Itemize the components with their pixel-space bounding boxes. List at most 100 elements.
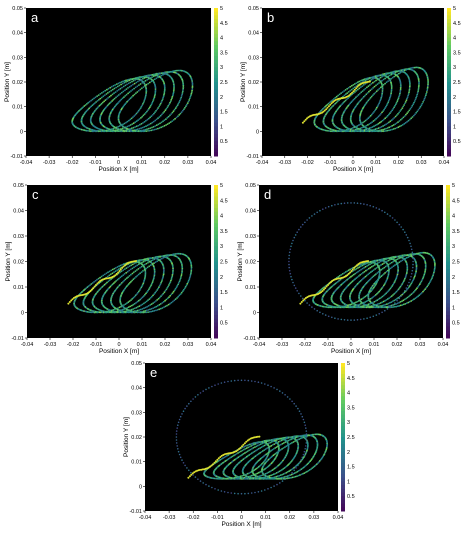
y-tick-label: 0.01: [13, 285, 24, 291]
data-point: [412, 260, 414, 263]
data-point: [112, 98, 115, 101]
data-point: [331, 99, 334, 102]
data-point: [122, 80, 124, 83]
data-point: [319, 311, 321, 314]
data-point: [145, 83, 148, 86]
data-point: [352, 98, 355, 101]
data-point: [138, 84, 140, 86]
data-point: [147, 309, 150, 311]
data-point: [354, 268, 356, 271]
y-tick-label: 0.05: [245, 183, 256, 189]
data-point: [151, 281, 154, 284]
data-point: [124, 129, 126, 132]
data-point: [157, 259, 160, 262]
data-point: [384, 82, 386, 85]
data-point: [390, 73, 393, 76]
data-point: [139, 272, 142, 275]
data-point: [392, 107, 395, 110]
colorbar-segment: [447, 63, 451, 68]
data-point: [154, 119, 157, 122]
data-point: [118, 265, 120, 268]
data-point: [85, 287, 88, 290]
data-point: [133, 87, 136, 90]
data-point: [419, 105, 422, 108]
data-point: [376, 272, 379, 274]
data-point: [145, 92, 148, 94]
data-point: [292, 281, 294, 284]
data-point: [112, 127, 115, 130]
data-point: [389, 71, 392, 74]
data-point: [112, 84, 115, 87]
data-point: [389, 215, 391, 217]
data-point: [178, 114, 181, 116]
data-point: [120, 83, 122, 86]
data-point: [409, 82, 411, 85]
data-point: [347, 91, 350, 93]
data-point: [343, 272, 346, 274]
data-point: [355, 271, 358, 274]
data-point: [395, 263, 398, 266]
data-point: [395, 114, 398, 117]
x-tick-label: -0.01: [324, 160, 337, 166]
data-point: [373, 77, 376, 79]
data-point: [186, 102, 189, 104]
data-point: [408, 85, 411, 88]
data-point: [161, 307, 164, 309]
y-tick-label: 0.04: [248, 31, 259, 37]
colorbar-segment: [214, 238, 218, 243]
data-point: [373, 80, 376, 83]
colorbar-tick-label: 1.5: [452, 290, 460, 296]
data-point: [173, 88, 175, 91]
data-point: [336, 100, 339, 103]
data-point: [344, 271, 347, 273]
colorbar-segment: [447, 70, 451, 76]
panel-a: a-0.04 -0.03 -0.02 -0.01 0 0.01 0.02 0.03 0.04-0…: [4, 6, 228, 173]
data-point: [151, 126, 153, 129]
colorbar-tick-label: 1.5: [220, 110, 228, 116]
data-point: [308, 217, 311, 219]
data-point: [153, 112, 155, 115]
data-point: [179, 99, 181, 102]
data-point: [312, 455, 315, 458]
data-point: [395, 127, 398, 129]
data-point: [359, 202, 362, 205]
data-point: [155, 305, 158, 308]
data-point: [323, 109, 326, 112]
data-point: [394, 123, 397, 125]
data-point: [151, 263, 154, 266]
data-point: [412, 279, 414, 282]
data-point: [111, 268, 114, 271]
colorbar-segment: [447, 74, 451, 79]
data-point: [373, 93, 375, 95]
data-point: [150, 80, 153, 83]
colorbar-segment: [214, 288, 218, 293]
data-point: [131, 123, 134, 125]
data-point: [412, 257, 414, 260]
data-point: [366, 265, 368, 267]
data-point: [389, 306, 391, 308]
data-point: [163, 90, 166, 93]
data-point: [130, 127, 133, 130]
data-point: [163, 71, 166, 74]
x-tick-label: 0.03: [415, 342, 426, 348]
data-point: [139, 308, 142, 311]
colorbar-segment: [214, 115, 218, 120]
data-point: [156, 108, 159, 111]
data-point: [368, 130, 371, 133]
colorbar-segment: [214, 188, 218, 194]
colorbar-segment: [447, 11, 451, 16]
colorbar-segment: [214, 330, 218, 335]
data-point: [115, 86, 117, 89]
data-point: [135, 293, 138, 295]
colorbar-tick-label: 3: [453, 65, 456, 71]
data-point: [353, 86, 356, 89]
data-point: [377, 266, 379, 268]
data-point: [91, 130, 94, 133]
data-point: [97, 94, 100, 96]
data-point: [390, 110, 392, 113]
x-tick-label: 0: [117, 160, 120, 166]
data-point: [386, 264, 389, 267]
data-point: [129, 118, 132, 121]
data-point: [388, 129, 390, 132]
data-point: [175, 116, 178, 119]
